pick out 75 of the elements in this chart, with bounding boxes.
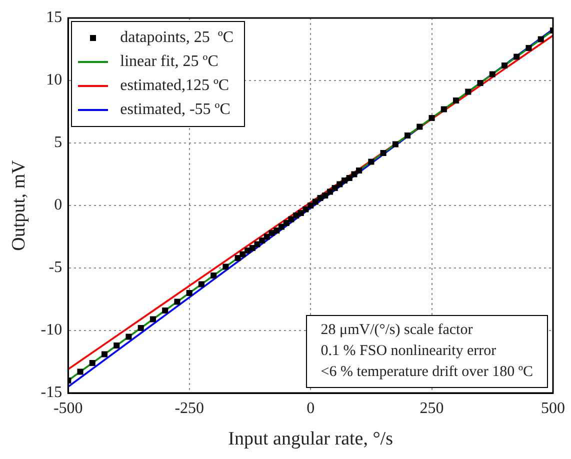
point <box>101 351 108 358</box>
point <box>336 181 343 188</box>
x-tick-label: -250 <box>174 400 204 417</box>
point <box>234 254 241 262</box>
point <box>162 307 168 314</box>
point <box>259 237 266 244</box>
x-tick-label: -500 <box>53 400 83 417</box>
point <box>288 216 294 222</box>
point <box>240 251 246 258</box>
point <box>351 171 358 178</box>
point <box>174 298 180 305</box>
legend-label: estimated, -55 ºC <box>120 101 230 119</box>
point <box>268 230 275 236</box>
y-axis-title: Output, mV <box>8 160 30 251</box>
point <box>477 80 484 86</box>
point <box>312 198 318 205</box>
point <box>249 244 256 252</box>
point <box>302 206 309 212</box>
point <box>465 88 472 95</box>
point <box>77 368 84 375</box>
point <box>428 114 435 122</box>
point <box>501 62 508 69</box>
point <box>453 97 460 104</box>
x-tick-label: 250 <box>420 400 444 417</box>
point <box>254 241 260 248</box>
point <box>538 36 544 42</box>
point <box>317 194 324 202</box>
x-tick-label: 500 <box>541 400 565 417</box>
point <box>126 334 132 340</box>
legend-label: datapoints, 25 ºC <box>120 29 234 47</box>
point <box>514 54 520 60</box>
point <box>264 234 270 240</box>
point <box>322 192 328 199</box>
point <box>114 342 120 349</box>
y-tick-label: 10 <box>46 72 62 89</box>
point <box>489 71 496 78</box>
point <box>292 212 300 219</box>
point <box>368 158 374 165</box>
y-tick-label: -10 <box>40 322 62 339</box>
point <box>346 174 352 182</box>
x-axis-title: Input angular rate, °/s <box>228 428 393 450</box>
y-tick-label: 5 <box>54 134 62 152</box>
point <box>283 220 290 226</box>
point <box>278 224 284 230</box>
point <box>222 264 229 270</box>
legend-label: estimated,125 ºC <box>120 77 230 95</box>
point <box>392 141 398 148</box>
point <box>332 184 338 192</box>
x-tick-label: 0 <box>306 400 315 417</box>
point <box>186 290 192 296</box>
point <box>244 247 251 254</box>
point <box>356 167 362 174</box>
legend-label: linear fit, 25 ºC <box>120 53 218 71</box>
y-tick-label: -15 <box>40 384 62 402</box>
point <box>416 124 423 130</box>
point <box>380 150 386 156</box>
point <box>440 106 447 112</box>
point <box>404 132 411 139</box>
annotation: 28 μmV/(°/s) scale factor <box>320 321 474 340</box>
y-tick-label: 0 <box>54 196 62 214</box>
point <box>210 272 217 279</box>
annotation: 0.1 % FSO nonlinearity error <box>320 342 498 361</box>
point <box>308 202 314 209</box>
point <box>198 281 204 288</box>
point <box>298 210 304 216</box>
point <box>274 227 280 234</box>
point <box>326 188 333 195</box>
point <box>89 360 96 366</box>
annotation: <6 % temperature drift over 180 ºC <box>320 363 533 382</box>
y-tick-label: 15 <box>46 9 62 26</box>
y-tick-label: -5 <box>48 259 62 276</box>
point <box>341 177 348 184</box>
point <box>526 44 532 52</box>
point <box>138 324 144 332</box>
point <box>150 316 156 322</box>
